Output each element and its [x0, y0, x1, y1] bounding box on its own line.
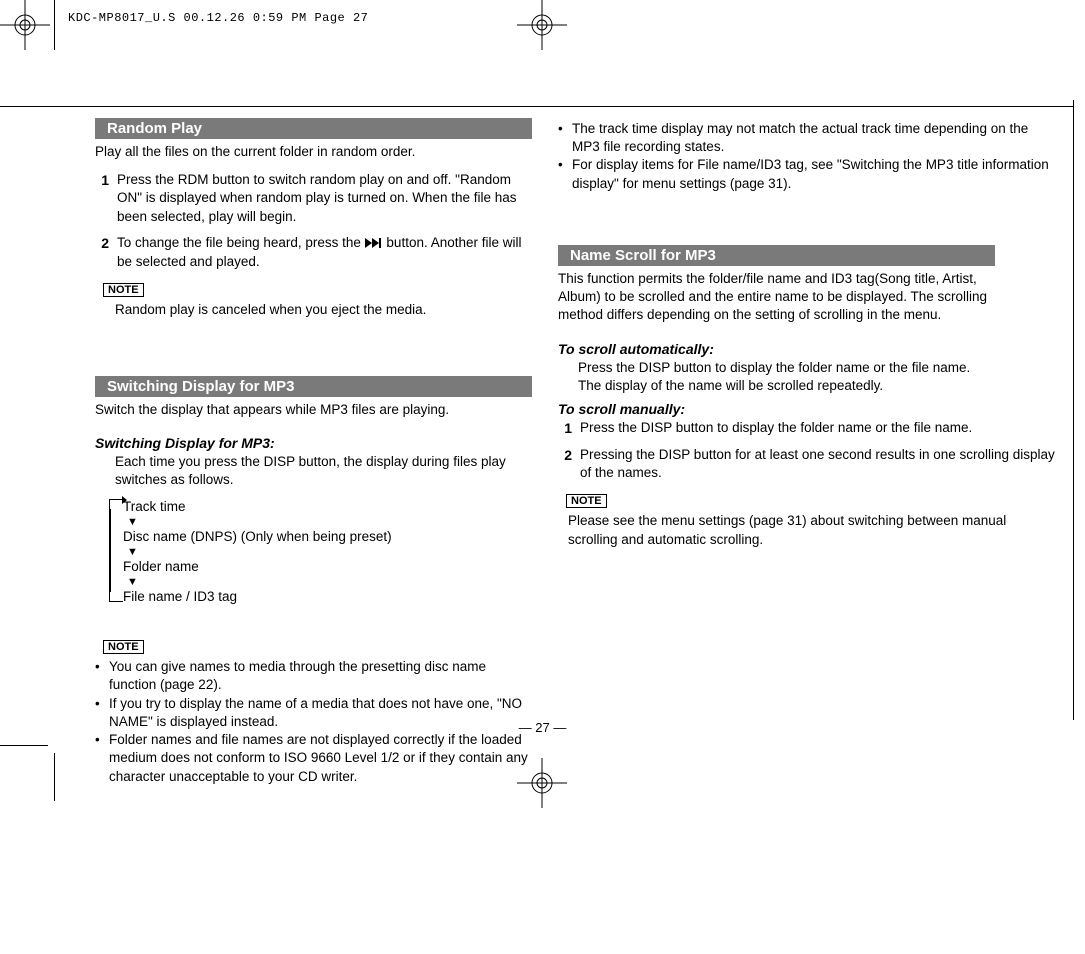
flow-item: Track time [123, 499, 532, 514]
flow-arrow-icon: ▼ [127, 546, 532, 558]
flow-arrow-icon: ▼ [127, 516, 532, 528]
sub-heading-auto: To scroll automatically: [558, 335, 1058, 359]
section-sub: This function permits the folder/file na… [558, 266, 988, 335]
flow-item: Disc name (DNPS) (Only when being preset… [123, 529, 532, 544]
display-cycle-flow: Track time ▼ Disc name (DNPS) (Only when… [123, 499, 532, 604]
step-text: Press the DISP button to display the fol… [580, 419, 972, 438]
list-item: •For display items for File name/ID3 tag… [558, 156, 1058, 192]
crop-mark [1073, 100, 1074, 720]
note-label: NOTE [103, 283, 144, 297]
note-body: Random play is canceled when you eject t… [95, 299, 532, 319]
left-column: Random Play Play all the files on the cu… [95, 118, 532, 786]
sub-heading: Switching Display for MP3: [95, 429, 532, 453]
body-text: The display of the name will be scrolled… [558, 377, 1058, 395]
flow-item: File name / ID3 tag [123, 589, 532, 604]
list-item: •Folder names and file names are not dis… [95, 731, 532, 786]
list-item: •You can give names to media through the… [95, 658, 532, 694]
registration-target-icon [517, 0, 567, 50]
note-label: NOTE [566, 494, 607, 508]
note-body: Please see the menu settings (page 31) a… [558, 510, 1058, 548]
step-text: Press the RDM button to switch random pl… [117, 171, 532, 226]
body-text: Each time you press the DISP button, the… [95, 453, 532, 489]
crop-mark [54, 753, 55, 801]
flow-arrow-icon: ▼ [127, 576, 532, 588]
prepress-header: KDC-MP8017_U.S 00.12.26 0:59 PM Page 27 [68, 11, 368, 25]
crop-mark [54, 0, 55, 50]
section-title-random-play: Random Play [95, 118, 532, 139]
section-sub: Play all the files on the current folder… [95, 139, 532, 171]
sub-heading-manual: To scroll manually: [558, 395, 1058, 419]
page-content: Random Play Play all the files on the cu… [95, 118, 1065, 786]
right-top-notes: •The track time display may not match th… [558, 118, 1058, 193]
step-number: 2 [558, 446, 580, 482]
random-play-steps: 1 Press the RDM button to switch random … [95, 171, 532, 271]
body-text: Press the DISP button to display the fol… [558, 359, 1058, 377]
registration-target-icon [517, 758, 567, 808]
page-number: — 27 — [0, 720, 1085, 735]
list-item: 2 Pressing the DISP button for at least … [558, 446, 1058, 482]
trim-line [0, 745, 48, 746]
note-label: NOTE [103, 640, 144, 654]
section-sub: Switch the display that appears while MP… [95, 397, 532, 429]
right-column: •The track time display may not match th… [558, 118, 1058, 786]
step-number: 2 [95, 234, 117, 271]
list-item: •The track time display may not match th… [558, 120, 1058, 156]
list-item: 1 Press the RDM button to switch random … [95, 171, 532, 226]
step-number: 1 [95, 171, 117, 226]
trim-line [0, 106, 1073, 107]
list-item: 1 Press the DISP button to display the f… [558, 419, 1058, 438]
step-text: Pressing the DISP button for at least on… [580, 446, 1058, 482]
registration-target-icon [0, 0, 50, 50]
next-track-icon [365, 235, 383, 253]
flow-item: Folder name [123, 559, 532, 574]
step-text: To change the file being heard, press th… [117, 234, 532, 271]
step-number: 1 [558, 419, 580, 438]
section-title-name-scroll: Name Scroll for MP3 [558, 245, 995, 266]
section-title-switching-display: Switching Display for MP3 [95, 376, 532, 397]
manual-scroll-steps: 1 Press the DISP button to display the f… [558, 419, 1058, 482]
list-item: 2 To change the file being heard, press … [95, 234, 532, 271]
